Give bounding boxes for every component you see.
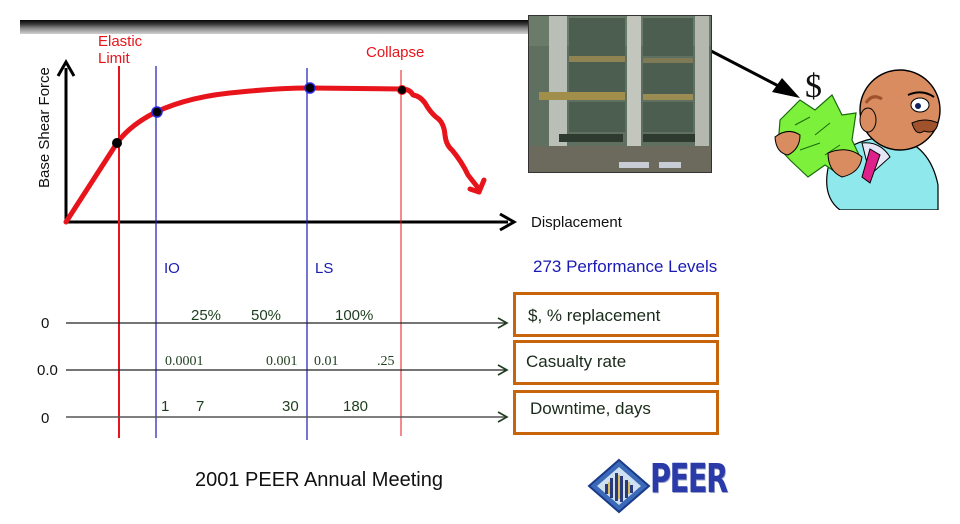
damaged-building-photo (528, 15, 712, 173)
elastic-label-line1: Elastic (98, 33, 143, 50)
tick-label: 0.01 (314, 354, 339, 369)
row-start-value: 0 (41, 410, 50, 427)
building-image (529, 16, 711, 172)
tick-label: 50% (251, 307, 282, 324)
slide-header-bar (20, 20, 530, 34)
tick-label: 1 (161, 398, 170, 415)
man-with-money-cartoon (774, 69, 941, 210)
metric-label: $, % replacement (528, 306, 661, 325)
io-label: IO (164, 260, 180, 277)
tick-label: 0.001 (266, 354, 298, 369)
elastic-label-line2: Limit (98, 50, 130, 67)
dollar-sign: $ (805, 68, 822, 105)
row-start-value: 0 (41, 315, 50, 332)
tick-label: 0.0001 (165, 354, 204, 369)
metric-box-downtime: Downtime, days (513, 390, 719, 435)
metric-label: Downtime, days (530, 399, 651, 418)
tick-label: 30 (282, 398, 299, 415)
tick-label: 180 (343, 398, 369, 415)
collapse-label: Collapse (366, 44, 425, 61)
collapse-point (397, 85, 407, 95)
y-axis-label: Base Shear Force (36, 67, 53, 188)
ls-label: LS (315, 260, 334, 277)
elastic-limit-label: Elastic Limit (98, 33, 142, 67)
metric-label: Casualty rate (526, 352, 627, 371)
tick-label: 100% (335, 307, 374, 324)
peer-logo-text: PEER (650, 456, 728, 502)
metric-box-replacement: $, % replacement (513, 292, 719, 337)
pushover-curve (63, 85, 482, 225)
tick-label: 7 (196, 398, 205, 415)
tick-label: .25 (377, 354, 395, 369)
elastic-limit-point (112, 138, 122, 148)
footer-title: 2001 PEER Annual Meeting (195, 469, 443, 491)
io-point (151, 106, 163, 118)
tick-label: 25% (191, 307, 222, 324)
x-axis-label: Displacement (531, 214, 622, 231)
ls-point (304, 82, 316, 94)
performance-levels-label: 273 Performance Levels (533, 257, 718, 276)
peer-logo-diamond-icon (587, 458, 651, 514)
row-start-value: 0.0 (37, 362, 58, 379)
metric-box-casualty: Casualty rate (513, 340, 719, 385)
